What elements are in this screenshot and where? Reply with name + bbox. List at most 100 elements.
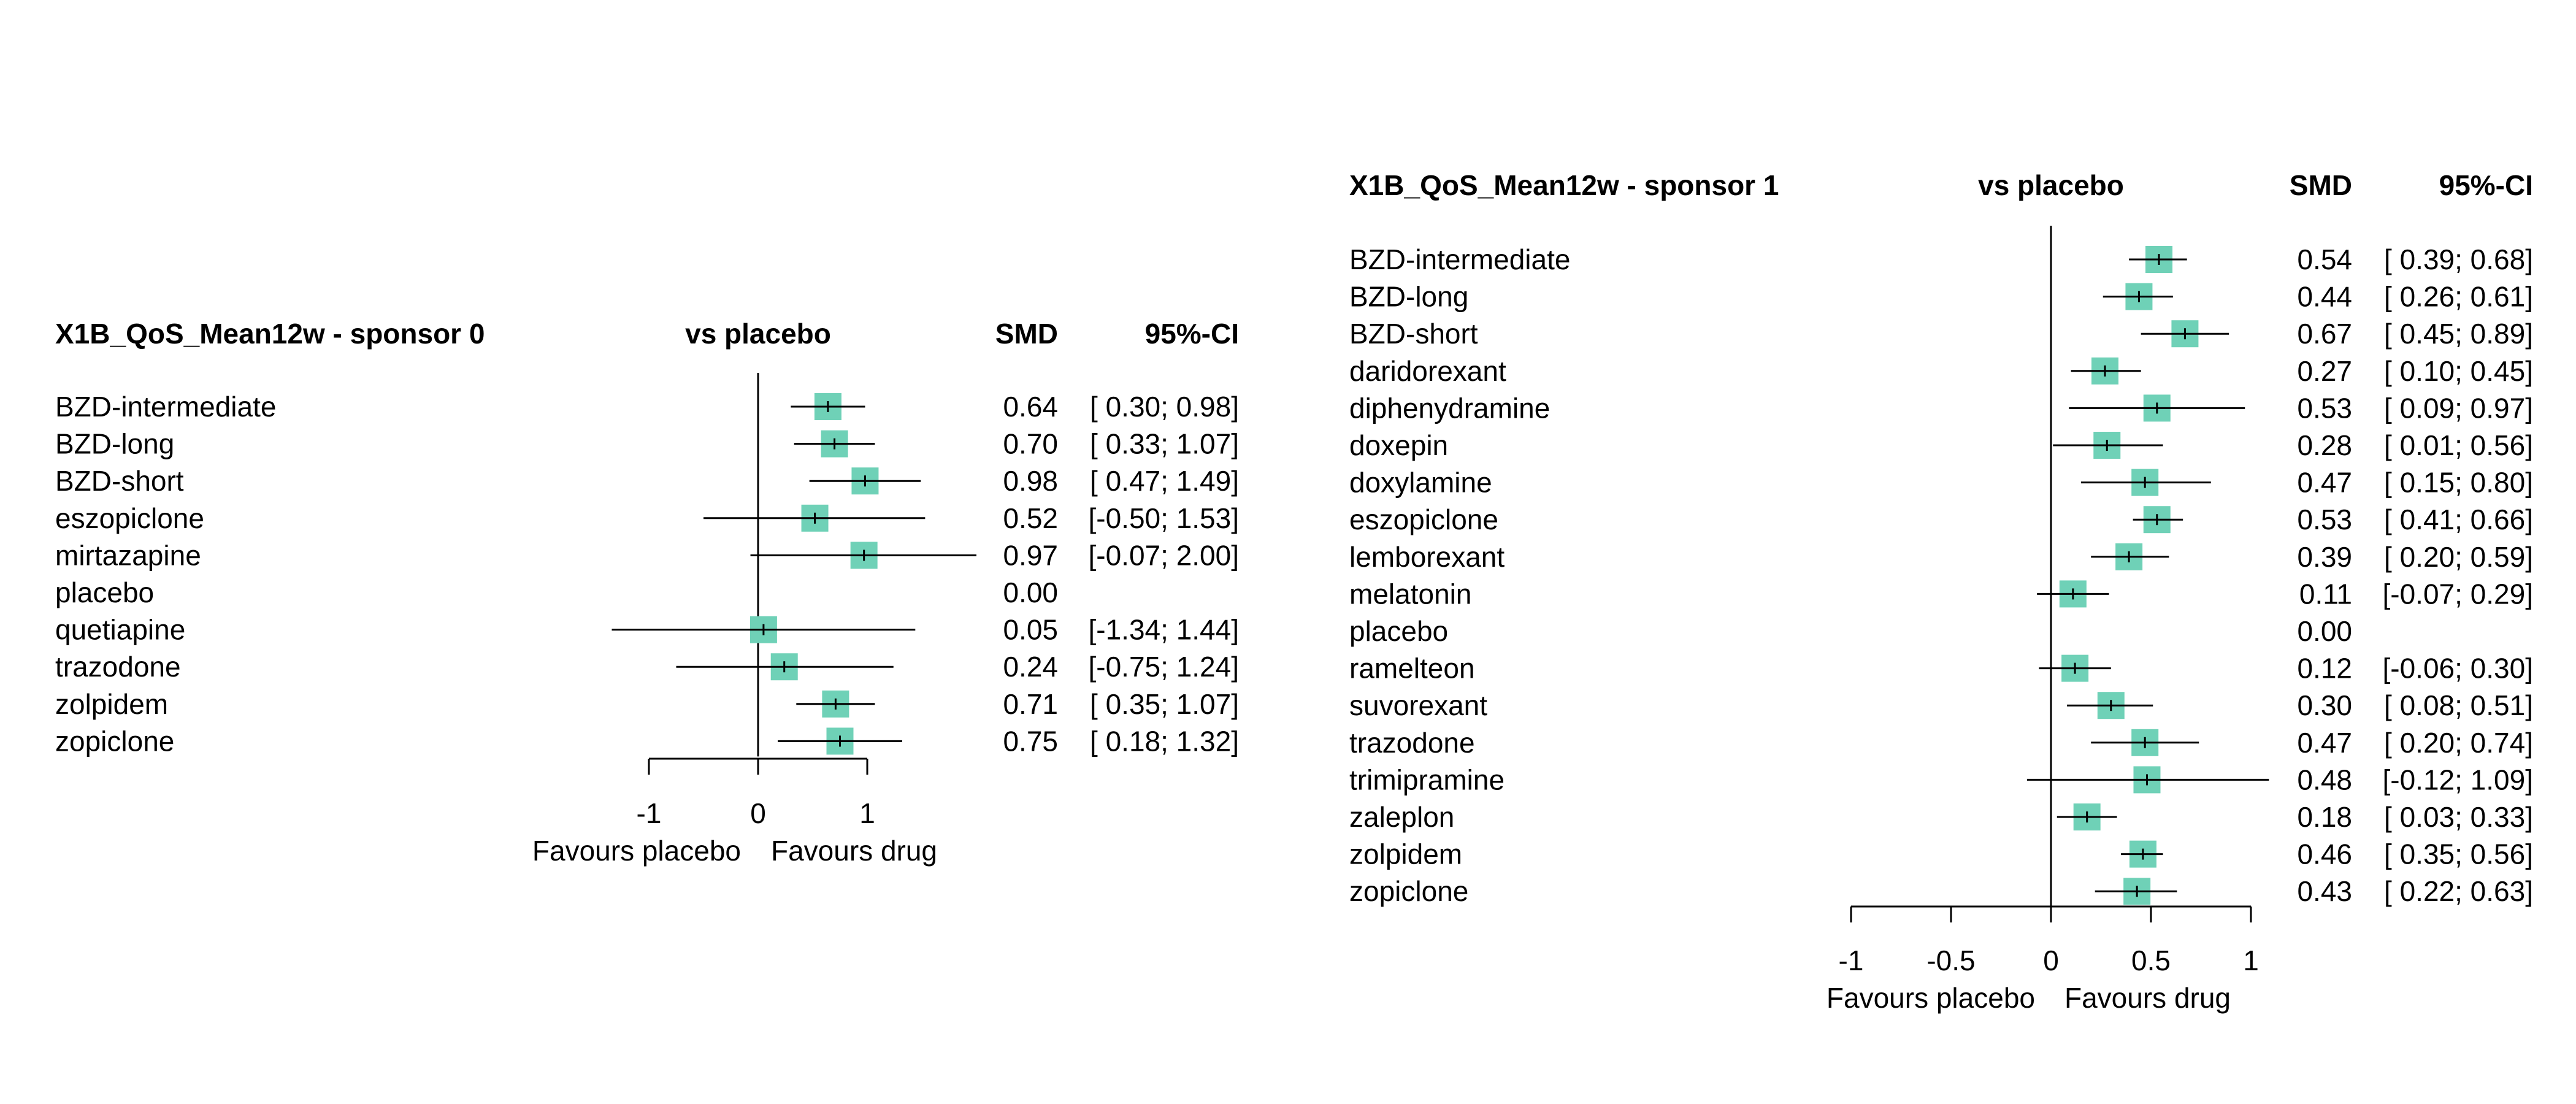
header-ci: 95%-CI <box>2439 169 2533 201</box>
smd-value: 0.00 <box>1003 577 1058 608</box>
treatment-label: placebo <box>55 577 154 608</box>
treatment-row: BZD-intermediate 0.54 [ 0.39; 0.68] <box>1349 243 2533 275</box>
treatment-label: BZD-long <box>1349 281 1468 313</box>
ci-value: [ 0.33; 1.07] <box>1090 428 1239 460</box>
treatment-row: BZD-short 0.67 [ 0.45; 0.89] <box>1349 318 2533 350</box>
treatment-label: BZD-short <box>55 465 184 497</box>
panel-title: X1B_QoS_Mean12w - sponsor 1 <box>1349 169 1779 201</box>
smd-value: 0.30 <box>2297 689 2352 721</box>
treatment-row: zopiclone 0.43 [ 0.22; 0.63] <box>1349 875 2533 907</box>
smd-value: 0.64 <box>1003 391 1058 423</box>
treatment-label: zolpidem <box>55 688 168 720</box>
smd-value: 0.47 <box>2297 727 2352 759</box>
ci-value: [ 0.45; 0.89] <box>2384 318 2533 350</box>
treatment-label: BZD-long <box>55 428 174 460</box>
x-tick-label: 0 <box>2043 945 2059 976</box>
treatment-label: daridorexant <box>1349 355 1506 387</box>
ci-value: [ 0.03; 0.33] <box>2384 801 2533 833</box>
treatment-row: doxylamine 0.47 [ 0.15; 0.80] <box>1349 467 2533 499</box>
treatment-label: melatonin <box>1349 578 1471 610</box>
treatment-label: eszopiclone <box>1349 504 1498 535</box>
smd-value: 0.12 <box>2297 653 2352 684</box>
smd-value: 0.24 <box>1003 651 1058 683</box>
smd-value: 0.48 <box>2297 764 2352 795</box>
treatment-row: zaleplon 0.18 [ 0.03; 0.33] <box>1349 801 2533 833</box>
ci-value: [-0.06; 0.30] <box>2383 653 2534 684</box>
treatment-label: BZD-intermediate <box>55 391 276 423</box>
ci-value: [ 0.35; 1.07] <box>1090 688 1239 720</box>
panel-title: X1B_QoS_Mean12w - sponsor 0 <box>55 318 485 350</box>
ci-value: [-0.07; 0.29] <box>2383 578 2534 610</box>
smd-value: 0.18 <box>2297 801 2352 833</box>
header-smd: SMD <box>995 318 1058 350</box>
treatment-row: zopiclone 0.75 [ 0.18; 1.32] <box>55 725 1239 757</box>
treatment-label: diphenydramine <box>1349 392 1550 424</box>
x-tick-label: -0.5 <box>1926 945 1975 976</box>
x-tick-label: 1 <box>2243 945 2259 976</box>
treatment-row: doxepin 0.28 [ 0.01; 0.56] <box>1349 429 2533 461</box>
x-tick-label: -1 <box>1839 945 1864 976</box>
x-tick-label: 0 <box>750 797 766 829</box>
ci-value: [ 0.15; 0.80] <box>2384 467 2533 499</box>
x-axis: -1 -0.5 0 0.5 1 Favours placebo Favours drug <box>1827 905 2259 1014</box>
ci-value: [-0.07; 2.00] <box>1089 539 1240 571</box>
treatment-label: doxepin <box>1349 429 1448 461</box>
treatment-label: trimipramine <box>1349 764 1505 795</box>
treatment-row: lemborexant 0.39 [ 0.20; 0.59] <box>1349 541 2533 573</box>
treatment-label: zopiclone <box>55 725 174 757</box>
ci-value: [ 0.39; 0.68] <box>2384 243 2533 275</box>
smd-value: 0.70 <box>1003 428 1058 460</box>
x-tick-label: 1 <box>859 797 875 829</box>
treatment-row: trimipramine 0.48 [-0.12; 1.09] <box>1349 764 2533 795</box>
treatment-label: lemborexant <box>1349 541 1505 573</box>
treatment-label: suvorexant <box>1349 689 1487 721</box>
header-vs-placebo: vs placebo <box>1978 169 2124 201</box>
treatment-label: trazodone <box>1349 727 1475 759</box>
ci-value: [-0.50; 1.53] <box>1089 502 1240 534</box>
treatment-label: BZD-short <box>1349 318 1478 350</box>
treatment-label: placebo <box>1349 615 1448 647</box>
treatment-row: zolpidem 0.46 [ 0.35; 0.56] <box>1349 838 2533 870</box>
treatment-label: BZD-intermediate <box>1349 243 1570 275</box>
favours-placebo-label: Favours placebo <box>532 835 741 867</box>
ci-value: [ 0.22; 0.63] <box>2384 875 2533 907</box>
treatment-row: diphenydramine 0.53 [ 0.09; 0.97] <box>1349 392 2533 424</box>
smd-value: 0.54 <box>2297 243 2352 275</box>
smd-value: 0.53 <box>2297 392 2352 424</box>
ci-value: [ 0.47; 1.49] <box>1090 465 1239 497</box>
ci-value: [ 0.09; 0.97] <box>2384 392 2533 424</box>
ci-value: [-1.34; 1.44] <box>1089 614 1240 646</box>
ci-value: [ 0.26; 0.61] <box>2384 281 2533 313</box>
favours-drug-label: Favours drug <box>2064 982 2231 1014</box>
ci-value: [ 0.41; 0.66] <box>2384 504 2533 535</box>
x-tick-label: -1 <box>637 797 662 829</box>
treatment-row: placebo 0.00 <box>1349 615 2352 647</box>
header-ci: 95%-CI <box>1145 318 1239 350</box>
smd-value: 0.71 <box>1003 688 1058 720</box>
treatment-row: daridorexant 0.27 [ 0.10; 0.45] <box>1349 355 2533 387</box>
treatment-label: trazodone <box>55 651 181 683</box>
ci-value: [ 0.20; 0.74] <box>2384 727 2533 759</box>
ci-value: [ 0.01; 0.56] <box>2384 429 2533 461</box>
ci-value: [ 0.10; 0.45] <box>2384 355 2533 387</box>
x-axis: -1 0 1 Favours placebo Favours drug <box>532 757 937 867</box>
smd-value: 0.98 <box>1003 465 1058 497</box>
forest-panel-1: X1B_QoS_Mean12w - sponsor 1 vs placebo SMD… <box>1349 169 2533 1014</box>
treatment-row: trazodone 0.24 [-0.75; 1.24] <box>55 651 1239 683</box>
smd-value: 0.46 <box>2297 838 2352 870</box>
smd-value: 0.53 <box>2297 504 2352 535</box>
smd-value: 0.00 <box>2297 615 2352 647</box>
smd-value: 0.97 <box>1003 539 1058 571</box>
smd-value: 0.11 <box>2299 578 2352 610</box>
smd-value: 0.28 <box>2297 429 2352 461</box>
treatment-row: eszopiclone 0.53 [ 0.41; 0.66] <box>1349 504 2533 535</box>
ci-value: [ 0.30; 0.98] <box>1090 391 1239 423</box>
treatment-row: eszopiclone 0.52 [-0.50; 1.53] <box>55 502 1239 534</box>
smd-value: 0.47 <box>2297 467 2352 499</box>
treatment-label: zopiclone <box>1349 875 1468 907</box>
treatment-row: BZD-long 0.70 [ 0.33; 1.07] <box>55 428 1239 460</box>
favours-drug-label: Favours drug <box>771 835 937 867</box>
smd-value: 0.67 <box>2297 318 2352 350</box>
smd-value: 0.27 <box>2297 355 2352 387</box>
